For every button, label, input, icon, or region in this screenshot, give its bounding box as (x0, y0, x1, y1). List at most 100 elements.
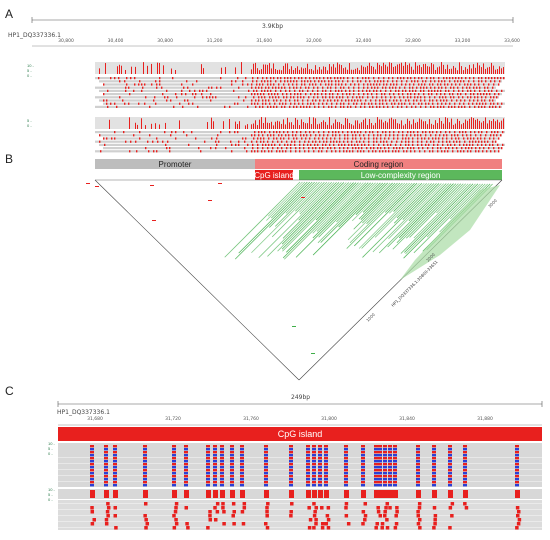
panel-a-track1-coverage-bar (477, 62, 478, 74)
panel-a-track1-cpg-mark (262, 99, 264, 102)
panel-c-track1-cpg-cell (393, 445, 397, 448)
panel-a-track1-coverage-bar (371, 65, 372, 74)
panel-a-track1-coverage-bar (463, 70, 464, 74)
panel-c-track1-row-sep (58, 463, 542, 464)
panel-a-track1-cpg-mark (300, 105, 302, 108)
panel-a-track1-cpg-mark (285, 102, 287, 105)
panel-c-track1-cpg-cell (113, 460, 117, 463)
panel-a-track1-cpg-mark (410, 77, 412, 80)
panel-a-track2-coverage-bar (453, 124, 454, 129)
panel-a-track1-coverage-bar (473, 64, 474, 74)
panel-a-track1-read (95, 105, 502, 108)
panel-a-track2-cpg-mark (449, 131, 451, 134)
panel-a-track2-cpg-mark (347, 140, 349, 143)
panel-c-track1-cpg-cell (264, 448, 268, 451)
panel-c-track2-cpg-cell (363, 518, 367, 522)
panel-a-track2-cpg-mark (493, 147, 495, 150)
panel-a-track1-cpg-mark (492, 105, 494, 108)
panel-a-track1-cpg-mark (128, 86, 130, 89)
panel-a-track1-cpg-mark (439, 96, 441, 99)
panel-c-track1-cpg-cell (378, 454, 382, 457)
panel-a-track2-cpg-mark (247, 143, 249, 146)
panel-a-track2-cpg-mark (332, 131, 334, 134)
panel-a-track1-cpg-mark (494, 80, 496, 83)
panel-a-track1-cpg-mark (296, 83, 298, 86)
panel-a-track1-cpg-mark (390, 96, 392, 99)
panel-a-track1-coverage-bar (301, 67, 302, 74)
panel-a-track1-coverage-bar (369, 62, 370, 74)
panel-a-track1-cpg-mark (301, 83, 303, 86)
panel-a-track1-cpg-mark (473, 93, 475, 96)
interaction-heat-line (387, 183, 452, 248)
panel-c-track2-cpg-cell (307, 506, 311, 510)
panel-c-track1-cpg-cell (463, 481, 467, 484)
panel-a-track2-cpg-mark (398, 131, 400, 134)
panel-a-track1-cpg-mark (460, 93, 462, 96)
panel-a-track1-cpg-mark (485, 80, 487, 83)
panel-a-track1-cpg-mark (415, 105, 417, 108)
panel-a-track1-cpg-mark (273, 77, 275, 80)
panel-a-track2-cpg-mark (268, 150, 270, 153)
panel-a-track1-coverage-bar (405, 62, 406, 74)
panel-a-track1-cpg-mark (283, 83, 285, 86)
panel-a-track2-cpg-mark (413, 131, 415, 134)
panel-a-track1-coverage-bar (261, 69, 262, 74)
interaction-heat-line (271, 181, 328, 238)
panel-a-track2-cpg-mark (417, 143, 419, 146)
panel-a-track1-cpg-mark (296, 80, 298, 83)
panel-a-track1-cpg-mark (470, 89, 472, 92)
panel-a-track1-cpg-mark (490, 80, 492, 83)
panel-c-track1-cpg-cell (361, 481, 365, 484)
panel-a-track2-cpg-mark (437, 143, 439, 146)
panel-a-track2-cpg-mark (264, 131, 266, 134)
panel-a-track1-cpg-mark (397, 105, 399, 108)
panel-a-track2-cpg-mark (327, 134, 329, 137)
panel-a-track2-cpg-mark (321, 150, 323, 153)
panel-c-track2-cpg-cell (90, 506, 94, 510)
panel-c-track1-cpg-cell (344, 451, 348, 454)
panel-c-track1-cpg-cell (240, 445, 244, 448)
panel-a-track2-coverage-bar (305, 123, 306, 129)
panel-c-track1-cpg-cell (240, 475, 244, 478)
panel-a-track1-cpg-mark (251, 99, 253, 102)
panel-a-track1-cpg-mark (235, 80, 237, 83)
panel-a-track1-cpg-mark (364, 102, 366, 105)
panel-a-track1-cpg-mark (420, 96, 422, 99)
panel-c-track1-cpg-cell (90, 484, 94, 487)
panel-a-track1-cpg-mark (340, 77, 342, 80)
panel-a-track2-cpg-mark (368, 134, 370, 137)
panel-c-track1-cpg-cell (515, 457, 519, 460)
panel-a-track1-cpg-mark (308, 96, 310, 99)
panel-a-track1-cpg-mark (403, 96, 405, 99)
panel-a-track1-coverage-bar (309, 69, 310, 74)
panel-a-track1-cpg-mark (366, 89, 368, 92)
panel-a-track2-coverage-bar (397, 123, 398, 129)
panel-c-track1-cpg-cell (515, 478, 519, 481)
panel-a-track1-cpg-mark (432, 99, 434, 102)
panel-a-track1-cpg-mark (251, 93, 253, 96)
panel-c-track1-cpg-cell (230, 445, 234, 448)
panel-c-track2-cpg-cell (221, 502, 225, 506)
panel-a-track2-cpg-mark (481, 143, 483, 146)
panel-c-track1-cpg-cell (213, 448, 217, 451)
panel-label-c: C (5, 384, 14, 398)
panel-c-track1-cpg-cell (361, 448, 365, 451)
panel-c-track1-cpg-cell (388, 466, 392, 469)
panel-a-track1-cpg-mark (107, 89, 109, 92)
panel-a-track2-coverage-bar (399, 123, 400, 129)
panel-a-track2-read (95, 140, 496, 143)
panel-a-track1-cpg-mark (363, 86, 365, 89)
panel-a-track1-cpg-mark (371, 102, 373, 105)
panel-a-track1-read (95, 77, 505, 80)
panel-a-track2-cpg-mark (269, 131, 271, 134)
interaction-heat-line (389, 182, 420, 214)
panel-a-track1-cpg-mark (264, 89, 266, 92)
panel-a-track1-cpg-mark (347, 96, 349, 99)
panel-a-track2-coverage-bar (435, 120, 436, 129)
panel-a-track1-read (99, 80, 502, 83)
panel-c-track2-coverage-bar (378, 490, 383, 498)
panel-a-track1-cpg-mark (451, 105, 453, 108)
panel-a-track1-cpg-mark (382, 99, 384, 102)
panel-a-track2-cpg-mark (377, 134, 379, 137)
panel-a-track1-cpg-mark (307, 99, 309, 102)
